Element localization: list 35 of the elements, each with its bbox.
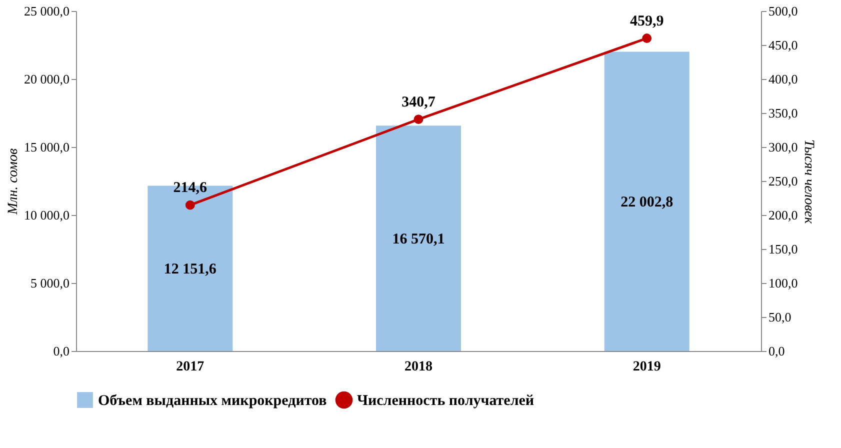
data-label: 12 151,6 (164, 261, 217, 278)
y-tick-label: 5 000,0 (30, 276, 70, 290)
data-label: 22 002,8 (620, 194, 674, 210)
y2-tick-label: 150,0 (768, 242, 798, 256)
legend-label: Численность получателей (357, 393, 534, 409)
x-tick-label: 2018 (404, 360, 432, 374)
y-tick-label: 15 000,0 (24, 140, 70, 154)
point (642, 34, 652, 43)
y2-tick-label: 500,0 (768, 4, 798, 18)
y2-tick-label: 250,0 (768, 174, 798, 188)
y2-tick-label: 100,0 (768, 276, 798, 290)
point (414, 114, 424, 124)
y2-tick-label: 300,0 (768, 140, 798, 154)
y2-tick-label: 200,0 (768, 208, 798, 222)
y2-tick-label: 0,0 (768, 344, 785, 358)
y-tick-label: 10 000,0 (24, 208, 70, 222)
y2-axis-title: Тысяч человек (800, 139, 816, 224)
point (185, 200, 195, 210)
x-tick-label: 2017 (176, 360, 204, 374)
bar (604, 52, 690, 351)
y-tick-label: 25 000,0 (24, 4, 70, 18)
y-tick-label: 0,0 (53, 344, 70, 358)
data-label: 16 570,1 (392, 231, 445, 248)
legend-label: Объем выданных микрокредитов (98, 393, 327, 409)
data-label: 340,7 (402, 94, 436, 110)
x-tick-label: 2019 (632, 360, 661, 374)
y2-tick-label: 450,0 (768, 38, 798, 52)
bar (376, 126, 461, 351)
y2-tick-label: 350,0 (768, 106, 798, 120)
y-tick-label: 20 000,0 (24, 72, 70, 86)
y2-tick-label: 400,0 (768, 72, 798, 86)
y-axis-title: Млн. сомов (6, 148, 21, 216)
y2-tick-label: 50,0 (768, 310, 792, 324)
data-label: 459,9 (630, 13, 664, 30)
data-label: 214,6 (173, 180, 208, 196)
